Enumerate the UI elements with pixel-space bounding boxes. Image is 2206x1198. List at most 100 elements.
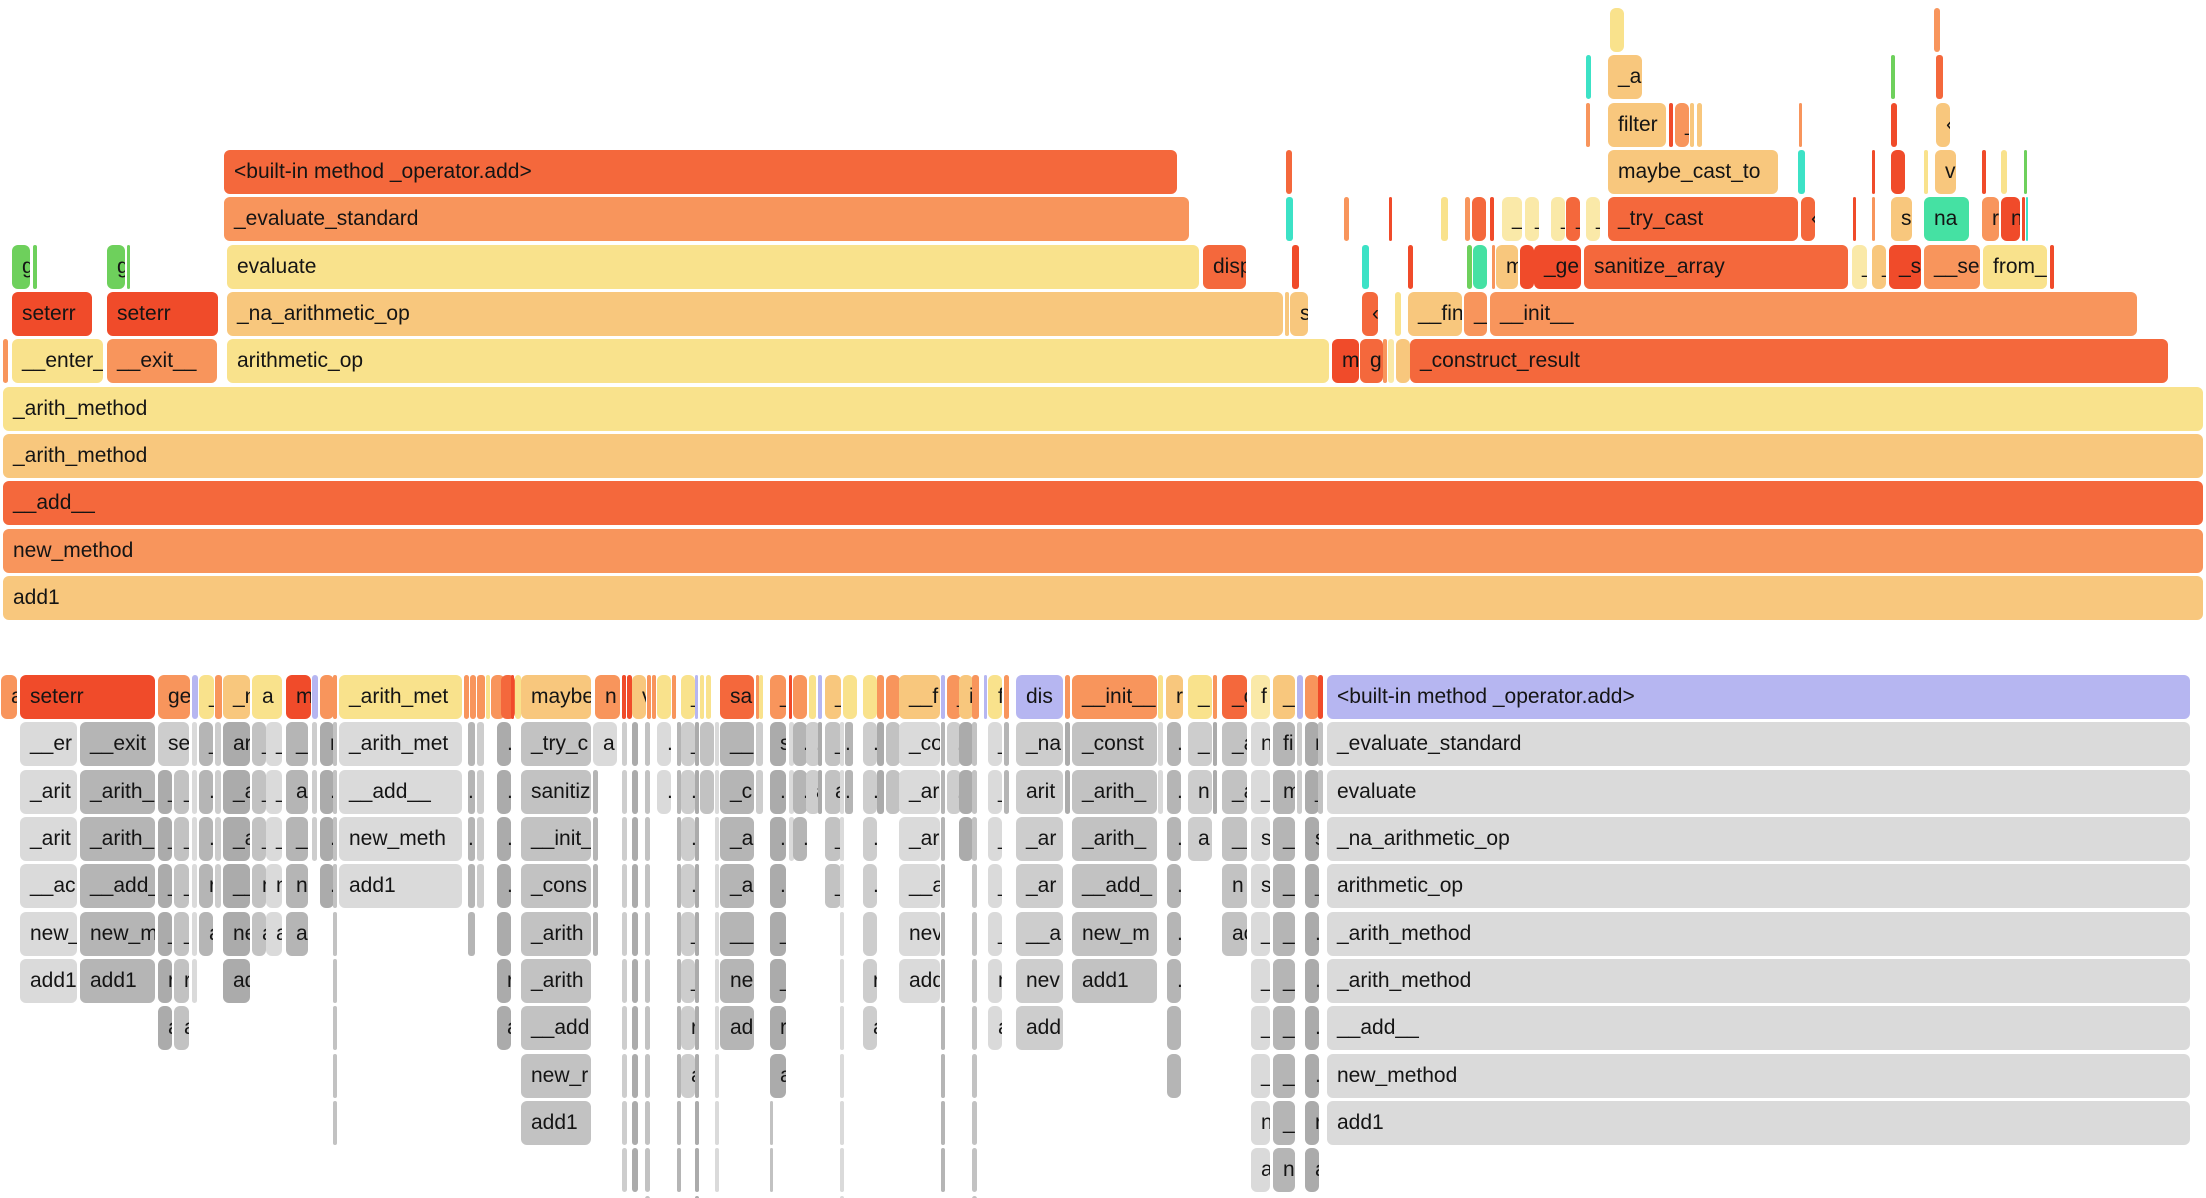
flame-frame[interactable]	[1492, 245, 1495, 289]
caller-frame[interactable]: .	[497, 770, 511, 814]
caller-frame[interactable]	[715, 864, 719, 908]
leaf-frame[interactable]	[515, 675, 521, 719]
caller-frame[interactable]: .	[845, 770, 853, 814]
caller-frame[interactable]: _	[1251, 959, 1270, 1003]
caller-frame[interactable]	[840, 722, 844, 766]
caller-frame[interactable]: a	[825, 770, 841, 814]
caller-frame[interactable]: _	[158, 912, 172, 956]
caller-frame[interactable]	[645, 1101, 650, 1145]
flame-frame[interactable]: __exit__	[107, 339, 217, 383]
caller-frame[interactable]	[695, 1148, 699, 1192]
caller-frame[interactable]: new_meth	[339, 817, 462, 861]
leaf-frame[interactable]	[1065, 675, 1070, 719]
caller-frame[interactable]	[477, 722, 484, 766]
caller-frame[interactable]	[959, 817, 973, 861]
flame-frame[interactable]	[1490, 197, 1494, 241]
caller-frame[interactable]: a	[770, 1054, 786, 1098]
caller-frame[interactable]	[333, 864, 337, 908]
flame-frame[interactable]: r	[1982, 197, 1999, 241]
caller-frame[interactable]	[622, 1101, 627, 1145]
caller-frame[interactable]	[333, 722, 337, 766]
caller-frame[interactable]: _	[1251, 1054, 1270, 1098]
caller-frame[interactable]: .	[497, 864, 511, 908]
caller-frame[interactable]: _	[174, 864, 189, 908]
caller-frame[interactable]: _arith_met	[339, 722, 462, 766]
caller-frame[interactable]: _a	[720, 864, 754, 908]
caller-frame[interactable]: r	[1305, 1101, 1319, 1145]
caller-frame[interactable]	[645, 1054, 650, 1098]
leaf-frame[interactable]	[312, 675, 318, 719]
caller-frame[interactable]: s	[770, 722, 786, 766]
caller-frame[interactable]	[192, 770, 197, 814]
flame-frame[interactable]	[1891, 150, 1905, 194]
caller-frame[interactable]: nev	[1016, 959, 1063, 1003]
flame-frame[interactable]	[1520, 245, 1534, 289]
caller-frame[interactable]: a	[497, 1006, 511, 1050]
caller-frame[interactable]	[622, 1006, 627, 1050]
caller-frame[interactable]: new_m	[80, 912, 155, 956]
caller-frame[interactable]: .	[681, 864, 695, 908]
flame-frame[interactable]	[1924, 150, 1928, 194]
caller-frame[interactable]: _cons	[521, 864, 591, 908]
flame-frame[interactable]: _arith_method	[3, 387, 2203, 431]
caller-frame[interactable]: _	[174, 770, 189, 814]
caller-frame[interactable]: n	[286, 864, 308, 908]
caller-frame[interactable]	[941, 1006, 945, 1050]
caller-frame[interactable]	[632, 1054, 638, 1098]
caller-frame[interactable]: _	[681, 912, 695, 956]
caller-frame[interactable]: .	[793, 722, 807, 766]
caller-frame[interactable]: n	[1222, 864, 1247, 908]
flame-frame[interactable]	[1798, 150, 1805, 194]
leaf-frame[interactable]: a	[1, 675, 17, 719]
caller-frame[interactable]	[863, 912, 877, 956]
caller-frame[interactable]: .	[468, 770, 475, 814]
caller-frame[interactable]: new_method	[1327, 1054, 2190, 1098]
caller-frame[interactable]: .	[863, 722, 877, 766]
caller-frame[interactable]: _	[681, 959, 695, 1003]
flame-frame[interactable]: _s	[1889, 245, 1921, 289]
caller-frame[interactable]: _a	[1222, 722, 1247, 766]
caller-frame[interactable]: _	[174, 912, 189, 956]
leaf-frame[interactable]	[320, 675, 334, 719]
leaf-frame[interactable]: v	[632, 675, 646, 719]
leaf-frame[interactable]	[809, 675, 816, 719]
caller-frame[interactable]	[622, 959, 627, 1003]
flame-frame[interactable]: ‹	[1801, 197, 1815, 241]
caller-frame[interactable]	[468, 722, 475, 766]
caller-frame[interactable]: s	[1251, 817, 1270, 861]
caller-frame[interactable]: r	[158, 959, 172, 1003]
leaf-frame[interactable]	[984, 675, 987, 719]
leaf-frame[interactable]	[1158, 675, 1163, 719]
caller-frame[interactable]: _	[770, 959, 786, 1003]
flame-frame[interactable]: n	[2001, 197, 2020, 241]
leaf-frame[interactable]: _	[1273, 675, 1295, 719]
caller-frame[interactable]: a	[1251, 1148, 1270, 1192]
caller-frame[interactable]	[877, 722, 884, 766]
caller-frame[interactable]	[593, 770, 598, 814]
caller-frame[interactable]	[941, 912, 945, 956]
caller-frame[interactable]	[840, 864, 844, 908]
caller-frame[interactable]	[677, 1101, 681, 1145]
caller-frame[interactable]: .	[681, 770, 695, 814]
caller-frame[interactable]	[840, 1006, 844, 1050]
caller-frame[interactable]	[1213, 770, 1217, 814]
caller-frame[interactable]: a	[174, 1006, 189, 1050]
caller-frame[interactable]	[1065, 722, 1070, 766]
leaf-frame[interactable]: _n	[223, 675, 250, 719]
caller-frame[interactable]: .	[320, 817, 334, 861]
caller-frame[interactable]: __init_	[521, 817, 591, 861]
caller-frame[interactable]	[677, 864, 681, 908]
caller-frame[interactable]: .	[770, 864, 786, 908]
leaf-frame[interactable]: _	[770, 675, 786, 719]
flame-frame[interactable]: _	[1852, 245, 1867, 289]
leaf-frame[interactable]	[1213, 675, 1217, 719]
flame-frame[interactable]: _construct_result	[1410, 339, 2168, 383]
caller-frame[interactable]	[622, 770, 627, 814]
caller-frame[interactable]: __add_	[1072, 864, 1157, 908]
caller-frame[interactable]: _arith_method	[1327, 912, 2190, 956]
caller-frame[interactable]	[972, 817, 977, 861]
caller-frame[interactable]: _arith_method	[1327, 959, 2190, 1003]
caller-frame[interactable]	[886, 722, 900, 766]
flame-frame[interactable]	[1408, 245, 1413, 289]
caller-frame[interactable]: _	[988, 770, 1002, 814]
